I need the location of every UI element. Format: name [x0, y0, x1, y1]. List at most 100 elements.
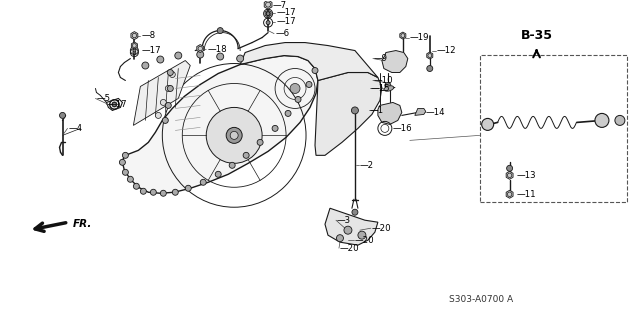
- Text: —18: —18: [207, 45, 227, 54]
- Circle shape: [112, 102, 117, 107]
- Circle shape: [352, 107, 359, 114]
- Text: FR.: FR.: [73, 219, 92, 229]
- Ellipse shape: [384, 86, 394, 91]
- Circle shape: [166, 102, 171, 108]
- Circle shape: [230, 132, 238, 140]
- Circle shape: [266, 12, 270, 16]
- Text: —14: —14: [426, 108, 445, 117]
- Circle shape: [285, 110, 291, 116]
- Circle shape: [615, 116, 625, 125]
- Circle shape: [229, 162, 235, 168]
- Circle shape: [217, 53, 224, 60]
- Circle shape: [161, 190, 166, 196]
- Text: —4: —4: [69, 124, 83, 133]
- Text: —17: —17: [108, 100, 127, 109]
- Text: B-35: B-35: [520, 29, 552, 42]
- Text: —9: —9: [374, 54, 388, 63]
- Circle shape: [506, 165, 513, 171]
- Circle shape: [427, 66, 433, 71]
- Circle shape: [272, 125, 278, 132]
- Circle shape: [157, 56, 164, 63]
- Polygon shape: [415, 108, 426, 116]
- Circle shape: [122, 152, 129, 158]
- Text: —6: —6: [275, 29, 289, 38]
- Text: —17: —17: [276, 8, 296, 17]
- Text: —15: —15: [371, 84, 390, 93]
- Circle shape: [257, 140, 263, 145]
- Circle shape: [185, 185, 191, 191]
- Circle shape: [595, 113, 609, 127]
- Circle shape: [133, 51, 136, 54]
- Circle shape: [215, 171, 221, 177]
- Circle shape: [352, 209, 358, 215]
- Text: —8: —8: [141, 31, 155, 40]
- Polygon shape: [400, 32, 406, 39]
- Circle shape: [295, 96, 301, 102]
- Polygon shape: [131, 42, 138, 49]
- Polygon shape: [133, 60, 190, 125]
- Circle shape: [140, 188, 147, 194]
- Polygon shape: [382, 51, 408, 73]
- Polygon shape: [315, 73, 382, 155]
- Circle shape: [59, 112, 66, 118]
- Polygon shape: [506, 190, 513, 198]
- Text: —17: —17: [276, 17, 296, 26]
- Text: —5: —5: [96, 94, 111, 103]
- Circle shape: [217, 28, 223, 34]
- Circle shape: [237, 55, 243, 62]
- Circle shape: [127, 176, 133, 182]
- Circle shape: [243, 152, 249, 158]
- Circle shape: [306, 82, 312, 87]
- Text: S303-A0700 A: S303-A0700 A: [448, 295, 513, 304]
- Text: —3: —3: [337, 216, 351, 225]
- Polygon shape: [240, 43, 378, 81]
- Text: —19: —19: [410, 33, 429, 42]
- Circle shape: [197, 51, 204, 58]
- Polygon shape: [506, 171, 513, 179]
- Text: —20: —20: [340, 244, 359, 253]
- Text: —13: —13: [517, 171, 536, 180]
- Circle shape: [266, 20, 270, 25]
- Circle shape: [175, 52, 182, 59]
- Polygon shape: [378, 102, 402, 124]
- Text: —17: —17: [141, 46, 161, 55]
- Circle shape: [169, 71, 175, 77]
- Circle shape: [358, 231, 366, 239]
- Circle shape: [482, 118, 494, 130]
- Text: —10: —10: [374, 76, 394, 85]
- Circle shape: [122, 169, 129, 175]
- Circle shape: [119, 159, 125, 165]
- Text: —2: —2: [360, 161, 374, 170]
- Text: —7: —7: [272, 1, 286, 10]
- Circle shape: [112, 102, 117, 107]
- Text: —12: —12: [437, 46, 456, 55]
- Circle shape: [133, 183, 140, 189]
- Bar: [480, 54, 627, 202]
- Polygon shape: [122, 56, 318, 193]
- Polygon shape: [325, 208, 378, 245]
- Circle shape: [385, 83, 391, 88]
- Polygon shape: [131, 32, 138, 40]
- Circle shape: [206, 108, 262, 163]
- Text: —11: —11: [517, 190, 536, 199]
- Text: —20: —20: [372, 224, 392, 233]
- Circle shape: [168, 85, 173, 92]
- Polygon shape: [427, 52, 433, 59]
- Circle shape: [172, 189, 178, 195]
- Circle shape: [344, 226, 352, 234]
- Text: —1: —1: [370, 106, 384, 115]
- Circle shape: [166, 85, 171, 92]
- Circle shape: [155, 112, 161, 118]
- Polygon shape: [265, 10, 271, 17]
- Circle shape: [142, 62, 149, 69]
- Circle shape: [200, 179, 206, 185]
- Polygon shape: [197, 44, 204, 52]
- Circle shape: [312, 68, 318, 74]
- Circle shape: [162, 117, 168, 124]
- Circle shape: [290, 84, 300, 93]
- Circle shape: [168, 69, 173, 76]
- Circle shape: [150, 189, 156, 195]
- Text: —20: —20: [355, 236, 375, 245]
- Text: —16: —16: [393, 124, 413, 133]
- Circle shape: [336, 235, 343, 242]
